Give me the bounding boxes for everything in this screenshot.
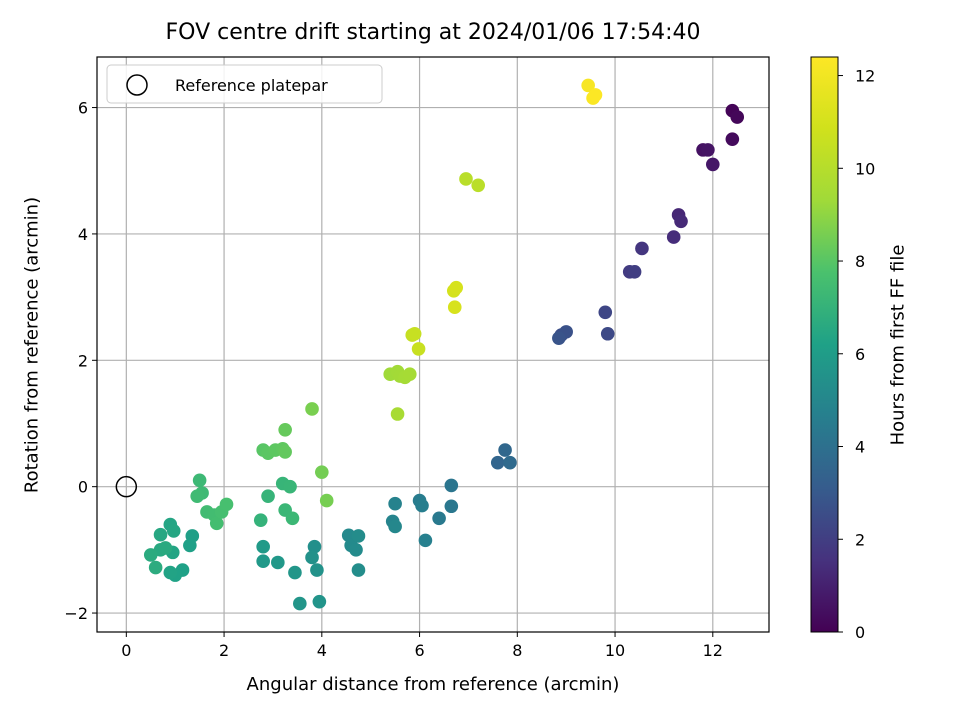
y-tick-label: 0 (78, 478, 88, 497)
scatter-point (219, 497, 234, 512)
scatter-point (725, 132, 740, 146)
y-tick-label: −2 (64, 604, 88, 623)
scatter-point (490, 455, 505, 470)
scatter-point (351, 529, 366, 543)
scatter-point (415, 498, 429, 513)
scatter-point (444, 499, 459, 514)
scatter-point (459, 172, 473, 186)
scatter-point (293, 596, 307, 611)
grid-lines (97, 57, 769, 632)
scatter-point (447, 300, 462, 315)
scatter-point (283, 479, 297, 494)
y-tick-label: 6 (78, 99, 88, 118)
scatter-point (253, 513, 268, 527)
reference-marker (115, 475, 138, 498)
scatter-point (285, 511, 300, 526)
scatter-point (153, 527, 168, 542)
scatter-point (315, 465, 329, 479)
colorbar-tick-label: 6 (855, 345, 865, 364)
scatter-point (388, 519, 402, 534)
legend-marker (126, 74, 148, 96)
x-tick-label: 8 (512, 641, 522, 660)
scatter-point (349, 543, 363, 557)
scatter-point (701, 143, 715, 157)
legend: Reference platepar (106, 64, 383, 104)
y-tick-label: 2 (78, 351, 88, 370)
scatter-point (635, 241, 649, 256)
y-axis-label: Rotation from reference (arcmin) (21, 196, 43, 494)
scatter-point (627, 265, 642, 279)
x-tick-label: 12 (703, 641, 723, 660)
scatter-points (115, 78, 745, 611)
x-tick-label: 2 (219, 641, 229, 660)
colorbar-ticks: 0 2 4 6 8 10 12 (838, 67, 875, 642)
scatter-point (666, 230, 681, 244)
chart-title: FOV centre drift starting at 2024/01/06 … (165, 20, 701, 45)
colorbar-tick-label: 2 (855, 530, 865, 549)
scatter-point (310, 563, 324, 577)
colorbar-tick-label: 8 (855, 252, 865, 271)
colorbar-tick-label: 4 (855, 438, 865, 457)
scatter-point (432, 511, 446, 526)
scatter-point (256, 539, 270, 554)
scatter-point (166, 524, 181, 538)
scatter-point (271, 555, 285, 570)
scatter-point (388, 496, 402, 511)
scatter-point (503, 455, 517, 470)
scatter-point (261, 489, 275, 503)
legend-label: Reference platepar (175, 76, 328, 95)
scatter-point (411, 342, 426, 356)
scatter-point (158, 541, 173, 555)
y-tick-label: 4 (78, 225, 88, 244)
colorbar-tick-label: 10 (855, 159, 875, 178)
scatter-point (402, 367, 417, 381)
x-tick-label: 4 (317, 641, 327, 660)
scatter-point (444, 478, 459, 493)
scatter-point (418, 533, 433, 548)
scatter-point (209, 516, 224, 531)
scatter-point (390, 407, 405, 421)
scatter-point (305, 402, 319, 416)
scatter-point (351, 563, 366, 577)
scatter-point (581, 78, 595, 93)
scatter-point (190, 489, 204, 503)
scatter-point (600, 326, 615, 341)
scatter-point (498, 443, 512, 457)
scatter-point (319, 493, 334, 508)
scatter-point (278, 445, 292, 459)
x-tick-label: 10 (605, 641, 625, 660)
x-tick-label: 0 (121, 641, 131, 660)
scatter-point (730, 110, 745, 124)
scatter-point (192, 473, 207, 488)
legend-box (106, 64, 383, 104)
x-tick-label: 6 (414, 641, 424, 660)
scatter-point (143, 548, 158, 562)
scatter-point (598, 305, 613, 320)
scatter-point (705, 157, 720, 172)
scatter-point (552, 331, 566, 345)
x-axis-label: Angular distance from reference (arcmin) (246, 674, 620, 695)
colorbar-tick-label: 0 (855, 623, 865, 642)
scatter-point (183, 538, 197, 553)
colorbar-label: Hours from first FF file (887, 244, 909, 446)
scatter-point (288, 565, 302, 580)
scatter-point (278, 423, 292, 437)
scatter-point (407, 326, 422, 341)
scatter-point (256, 554, 270, 569)
scatter-point (449, 280, 464, 295)
scatter-point (305, 550, 319, 565)
scatter-point (588, 88, 603, 102)
colorbar (810, 56, 839, 633)
scatter-point (674, 214, 688, 229)
scatter-point (148, 560, 163, 575)
scatter-point (312, 594, 327, 609)
scatter-point (307, 539, 322, 554)
scatter-point (163, 565, 178, 580)
plot-frame (96, 56, 770, 633)
colorbar-tick-label: 12 (855, 67, 875, 86)
y-axis-ticks: −2 0 2 4 6 (64, 99, 97, 623)
scatter-point (471, 178, 486, 193)
x-axis-ticks: 0 2 4 6 8 10 12 (121, 632, 723, 660)
